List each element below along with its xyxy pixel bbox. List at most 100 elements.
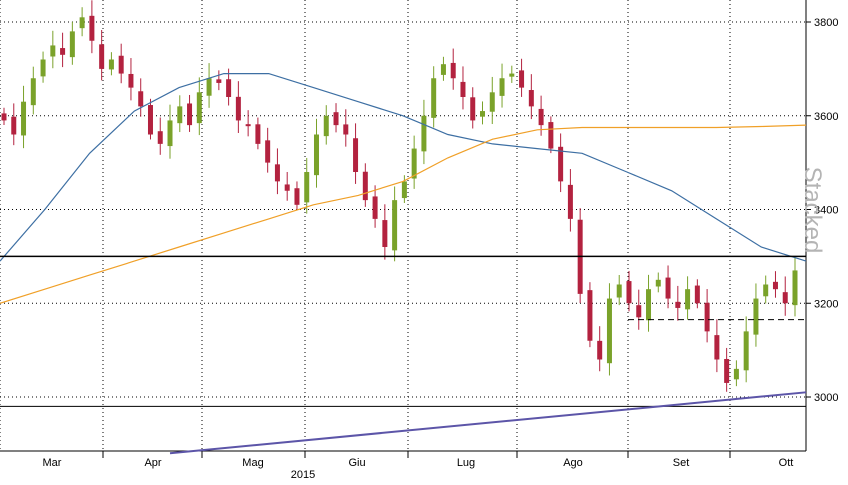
x-tick-label: Mar <box>43 457 62 469</box>
moving-average-long <box>0 124 807 304</box>
candles-group <box>1 0 798 392</box>
candle-down <box>548 122 554 149</box>
candle-up <box>606 298 612 364</box>
candle-up <box>499 78 505 96</box>
candle-down <box>694 285 700 304</box>
candle-down <box>558 146 564 182</box>
candle-down <box>460 81 466 97</box>
candle-down <box>60 48 66 55</box>
candle-up <box>655 279 661 287</box>
candle-up <box>21 101 27 136</box>
candle-down <box>587 290 593 341</box>
candle-up <box>177 106 183 124</box>
candle-down <box>118 55 124 74</box>
candle-down <box>538 108 544 126</box>
candle-up <box>323 115 329 137</box>
candle-down <box>99 44 105 69</box>
y-tick-label: 3400 <box>814 205 838 217</box>
candle-up <box>69 31 75 58</box>
candle-down <box>626 281 632 304</box>
candle-down <box>714 335 720 360</box>
candle-down <box>519 70 525 88</box>
candle-up <box>196 92 202 124</box>
x-tick-label: Mag <box>242 457 263 469</box>
candle-up <box>50 45 56 57</box>
candle-up <box>167 120 173 147</box>
candle-down <box>675 301 681 308</box>
candle-up <box>743 331 749 371</box>
candle-down <box>772 281 778 290</box>
candle-up <box>685 289 691 310</box>
candle-down <box>235 96 241 121</box>
candle-up <box>304 172 310 203</box>
candle-up <box>313 134 319 176</box>
candle-down <box>89 15 95 41</box>
candle-up <box>79 17 85 29</box>
y-tick-label: 3600 <box>814 111 838 123</box>
candle-down <box>372 196 378 219</box>
candle-down <box>255 124 261 144</box>
x-tick-label: Ago <box>563 457 583 469</box>
candle-down <box>597 340 603 360</box>
candle-down <box>157 131 163 144</box>
candle-up <box>40 59 46 77</box>
candle-down <box>343 124 349 135</box>
candle-down <box>294 188 300 205</box>
candle-down <box>226 79 232 97</box>
candle-down <box>265 140 271 163</box>
candle-down <box>782 292 788 304</box>
candle-down <box>362 171 368 201</box>
y-tick-label: 3800 <box>814 17 838 29</box>
candle-down <box>11 116 17 135</box>
candle-up <box>440 64 446 75</box>
candle-up <box>431 78 437 118</box>
candle-down <box>138 91 144 107</box>
candle-down <box>274 164 280 182</box>
candle-up <box>733 368 739 380</box>
x-tick-label: Ott <box>779 457 794 469</box>
candle-down <box>665 277 671 299</box>
side-watermark-label: Stacked <box>799 166 826 254</box>
candle-down <box>353 138 359 172</box>
moving-average-short <box>0 72 807 262</box>
candle-down <box>333 112 339 126</box>
candle-up <box>646 289 652 321</box>
candle-down <box>216 79 222 83</box>
candle-up <box>108 59 114 70</box>
candle-up <box>509 73 515 77</box>
trendline <box>169 391 807 455</box>
candle-down <box>470 97 476 121</box>
x-tick-label: Set <box>673 457 690 469</box>
candle-up <box>30 78 36 106</box>
candle-down <box>704 302 710 332</box>
x-tick-label: Apr <box>144 457 161 469</box>
candle-down <box>128 73 134 88</box>
candle-up <box>392 200 398 251</box>
candle-down <box>187 103 193 126</box>
candle-down <box>382 220 388 247</box>
x-tick-label: Lug <box>457 457 475 469</box>
candle-up <box>616 284 622 298</box>
candle-down <box>284 184 290 191</box>
candle-down <box>147 105 153 135</box>
candle-up <box>763 284 769 297</box>
candle-down <box>528 90 534 107</box>
candle-up <box>401 181 407 199</box>
candle-down <box>1 113 7 121</box>
candle-down <box>450 62 456 79</box>
candle-up <box>480 111 486 117</box>
candle-down <box>636 305 642 318</box>
candle-up <box>411 148 417 179</box>
candle-down <box>245 124 251 127</box>
candle-up <box>792 270 798 306</box>
candle-up <box>421 115 427 152</box>
y-tick-label: 3000 <box>814 392 838 404</box>
x-tick-label: Giu <box>348 457 365 469</box>
year-label: 2015 <box>291 469 315 480</box>
candle-up <box>206 78 212 96</box>
candle-up <box>753 298 759 335</box>
y-tick-label: 3200 <box>814 298 838 310</box>
candle-up <box>489 92 495 112</box>
